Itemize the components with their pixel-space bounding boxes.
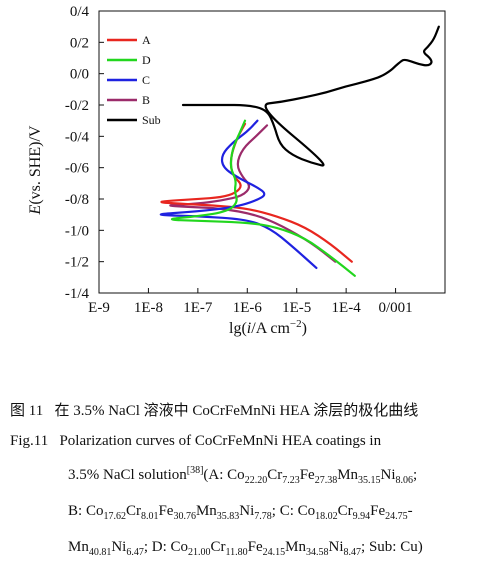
y-tick-label: 0/0 [70,67,89,83]
element-fraction: 7.23 [282,475,300,486]
caption-en-solution: 3.5% NaCl solution [68,467,187,483]
element-fraction: 8.06 [395,475,414,486]
series-line-b [169,124,337,263]
element-fraction: 27.38 [314,475,338,486]
y-tick-label: -1/0 [65,223,89,239]
y-tick-label: -1/4 [65,286,90,302]
element-fraction: 11.80 [225,547,248,558]
element-symbol: Co [297,503,316,519]
element-symbol: Cr [267,467,283,483]
x-tick-label: E-9 [88,300,110,316]
element-fraction: 22.20 [244,475,268,486]
x-tick-label: 1E-4 [332,300,362,316]
element-symbol: Cr [210,539,226,555]
element-fraction: 18.02 [315,511,338,522]
caption-reference: [38] [186,465,204,476]
series-line-d [170,119,356,277]
composition-C: Co18.02Cr9.94Fe24.75 [297,503,408,522]
y-tick-label: -1/2 [65,255,89,271]
composition-A: Co22.20Cr7.23Fe27.38Mn35.15Ni8.06 [227,467,414,486]
legend-label-sub: Sub [142,113,161,127]
element-symbol: Fe [370,503,386,519]
y-axis-ticks: 0/4 0/2 0/0 -0/2 -0/4 -0/6 -0/8 -1/0 -1/2 -1/4 [65,4,104,302]
x-tick-label: 1E-8 [134,300,163,316]
caption-chinese: 图 11 在 3.5% NaCl 溶液中 CoCrFeMnNi HEA 涂层的极… [10,396,488,426]
caption-english-line1: Fig.11 Polarization curves of CoCrFeMnNi… [10,426,488,456]
caption-english-line4: Mn40.81Ni6.47; D: Co21.00Cr11.80Fe24.15M… [68,539,423,558]
element-symbol: Fe [247,539,263,555]
legend-label-c: C [142,73,150,87]
element-symbol: Co [227,467,245,483]
element-symbol: Co [85,503,104,519]
element-fraction: 9.94 [352,511,371,522]
caption-open: (A: [203,467,228,483]
x-axis-ticks: E-9 1E-8 1E-7 1E-6 1E-5 1E-4 0/001 [88,288,413,316]
element-fraction: 35.15 [358,475,381,486]
x-axis-label: lg(i/A cm−2) [229,318,307,337]
element-fraction: 6.47 [126,547,144,558]
y-tick-label: -0/2 [65,98,89,114]
composition-B: Co17.62Cr8.01Fe30.76Mn35.83Ni7.78 [85,503,272,522]
caption-cn-text: 在 3.5% NaCl 溶液中 CoCrFeMnNi HEA 涂层的极化曲线 [54,403,419,419]
element-fraction: 34.58 [306,547,329,558]
y-tick-label: 0/4 [70,4,90,20]
x-tick-label: 0/001 [378,300,412,316]
element-symbol: Cr [125,503,141,519]
y-axis-label: E(vs. SHE)/V [27,125,44,215]
element-symbol: Ni [111,539,127,555]
caption-cn-label: 图 11 [10,403,44,419]
caption-sub: Sub: Cu) [368,539,423,555]
y-tick-label: -0/4 [65,129,90,145]
caption-en-line1: Polarization curves of CoCrFeMnNi HEA co… [59,433,382,449]
legend-label-a: A [142,33,151,47]
element-symbol: Cr [337,503,353,519]
element-symbol: Mn [337,467,359,483]
legend-label-b: B [142,93,150,107]
element-fraction: 35.83 [216,511,240,522]
y-tick-label: -0/8 [65,192,89,208]
series-line-a [160,122,353,263]
element-symbol: Fe [158,503,174,519]
legend-label-d: D [142,53,151,67]
element-fraction: 24.15 [262,547,286,558]
element-fraction: 21.00 [188,547,211,558]
polarization-chart: 0/4 0/2 0/0 -0/2 -0/4 -0/6 -0/8 -1/0 -1/2 -1/4 E-… [27,4,446,337]
element-symbol: Mn [285,539,307,555]
series-line-c [159,119,318,269]
element-fraction: 8.47 [343,547,362,558]
element-symbol: Fe [299,467,315,483]
caption-english-line2: 3.5% NaCl solution[38](A: Co22.20Cr7.23F… [68,465,418,486]
element-symbol: Ni [380,467,396,483]
plot-frame [98,10,446,294]
element-fraction: 8.01 [140,511,159,522]
composition-D: Co21.00Cr11.80Fe24.15Mn34.58Ni8.47 [170,539,362,558]
element-symbol: Co [170,539,189,555]
y-tick-label: -0/6 [65,161,90,177]
series-line-sub [181,25,440,167]
plot-border [98,10,446,294]
element-symbol: Mn [195,503,217,519]
element-symbol: Ni [239,503,255,519]
x-tick-label: 1E-5 [282,300,311,316]
caption-english-line3: B: Co17.62Cr8.01Fe30.76Mn35.83Ni7.78; C:… [68,503,413,522]
element-fraction: 17.62 [103,511,126,522]
element-fraction: 24.75 [385,511,408,522]
element-fraction: 40.81 [88,547,112,558]
element-symbol: Mn [68,539,89,555]
x-tick-label: 1E-7 [183,300,213,316]
x-tick-label: 1E-6 [233,300,263,316]
composition-C-cont: Mn40.81Ni6.47 [68,539,144,558]
caption-en-label: Fig.11 [10,433,49,449]
element-symbol: Ni [328,539,344,555]
element-fraction: 30.76 [173,511,196,522]
element-fraction: 7.78 [254,511,272,522]
y-tick-label: 0/2 [70,35,89,51]
series-layer [159,25,440,277]
figure-caption: 图 11 在 3.5% NaCl 溶液中 CoCrFeMnNi HEA 涂层的极… [10,396,488,568]
